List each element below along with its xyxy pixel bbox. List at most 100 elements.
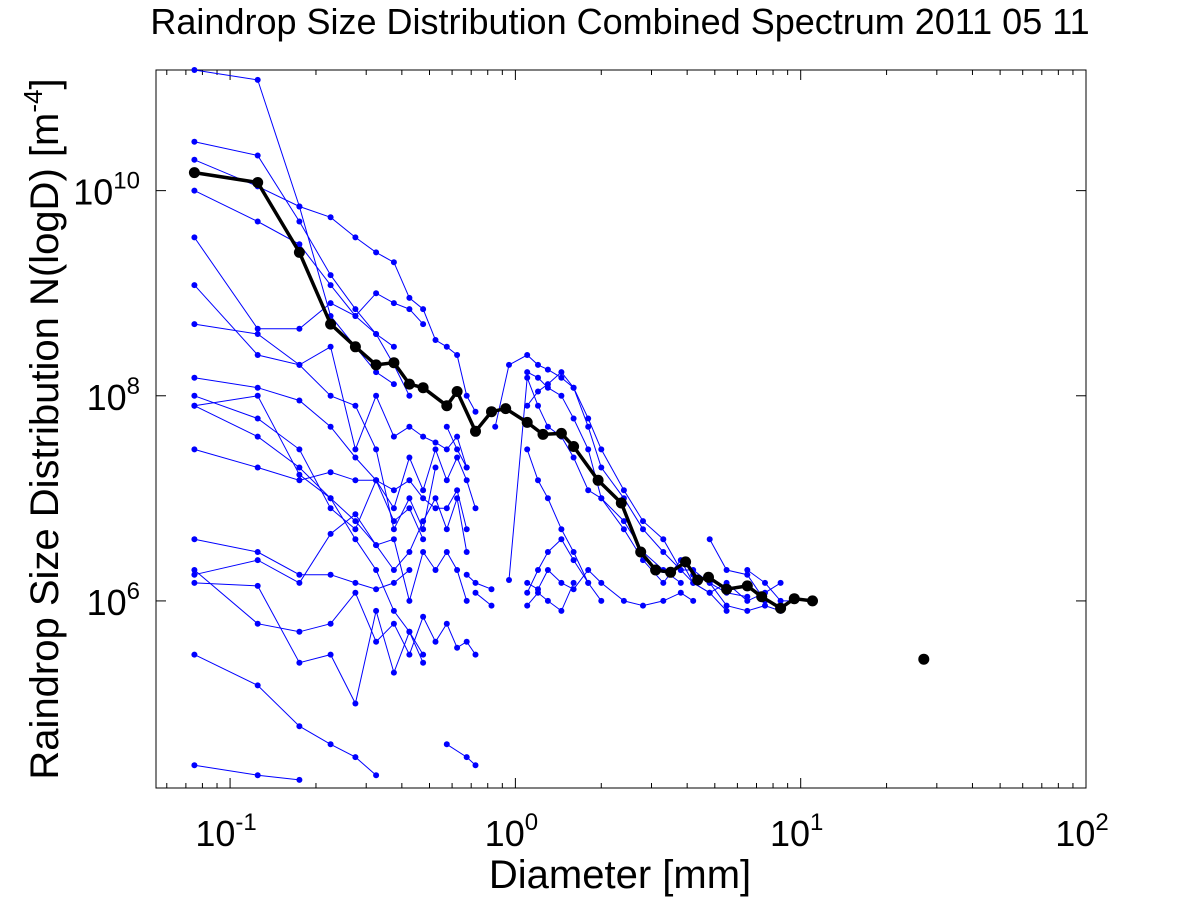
series-line: [526, 538, 589, 594]
series-point: [463, 638, 470, 645]
series-point: [762, 579, 768, 586]
combined-layer: [188, 167, 930, 665]
y-axis-label-text: Raindrop Size Distribution N(logD) [m: [23, 113, 67, 780]
series-point: [488, 586, 495, 593]
series-point: [191, 651, 198, 658]
series-point: [296, 477, 303, 484]
series-point: [432, 446, 439, 453]
series-point: [296, 446, 303, 453]
series-point: [570, 415, 577, 422]
y-axis-label-exponent: -4: [18, 90, 48, 113]
series-point: [544, 423, 551, 430]
combined-point: [370, 359, 382, 371]
series-14: [191, 762, 303, 783]
series-point: [777, 579, 784, 586]
series-point: [390, 487, 397, 494]
series-point: [406, 567, 413, 573]
series-point: [296, 579, 303, 586]
series-point: [254, 384, 261, 391]
series-point: [191, 374, 198, 381]
series-point: [296, 464, 303, 471]
series-21: [443, 423, 470, 471]
series-point: [406, 306, 413, 313]
series-point: [420, 518, 427, 525]
series-point: [191, 187, 198, 194]
series-point: [585, 415, 592, 422]
series-10: [191, 446, 470, 533]
series-point: [544, 366, 551, 373]
series-point: [254, 433, 261, 440]
series-point: [352, 313, 359, 319]
series-point: [390, 433, 397, 440]
series-point: [420, 495, 427, 502]
series-point: [598, 579, 605, 586]
series-point: [535, 361, 541, 368]
series-point: [191, 579, 198, 586]
series-22: [472, 589, 495, 609]
series-point: [327, 282, 334, 289]
series-point: [570, 579, 577, 586]
series-point: [352, 754, 359, 761]
series-point: [406, 454, 413, 461]
series-line: [194, 395, 476, 531]
series-point: [723, 607, 730, 614]
x-tick-label-exponent: 1: [810, 809, 823, 836]
series-point: [432, 567, 439, 573]
series-point: [558, 579, 565, 586]
series-point: [585, 579, 592, 586]
combined-point: [592, 474, 604, 486]
series-point: [472, 408, 479, 415]
combined-point: [680, 556, 692, 568]
series-point: [660, 579, 667, 586]
series-point: [327, 505, 334, 512]
series-point: [352, 579, 359, 586]
series-13: [191, 651, 380, 779]
combined-point: [252, 177, 264, 188]
series-point: [254, 557, 261, 564]
series-point: [254, 682, 261, 689]
y-tick-label-base: 10: [87, 377, 127, 418]
series-point: [558, 536, 565, 543]
combined-point: [500, 403, 512, 415]
series-point: [524, 369, 531, 376]
series-point: [406, 477, 413, 484]
series-point: [744, 571, 751, 578]
x-tick-label-base: 10: [770, 813, 810, 854]
series-point: [327, 469, 334, 476]
series-point: [191, 156, 198, 163]
series-point: [254, 772, 261, 779]
series-point: [191, 446, 198, 453]
series-point: [406, 392, 413, 399]
series-point: [640, 518, 646, 525]
combined-point: [470, 425, 481, 437]
series-point: [390, 607, 397, 614]
series-point: [744, 607, 751, 614]
series-point: [558, 526, 565, 533]
combined-point: [521, 416, 533, 428]
series-16: [191, 511, 470, 604]
x-tick-label-exponent: 0: [525, 809, 538, 836]
series-point: [443, 505, 450, 512]
combined-point: [665, 566, 677, 578]
series-3: [191, 156, 479, 415]
series-point: [352, 536, 359, 543]
series-point: [191, 402, 198, 409]
series-point: [723, 602, 730, 609]
series-point: [296, 241, 303, 248]
combined-point: [555, 427, 567, 439]
series-point: [620, 518, 627, 525]
series-point: [660, 549, 667, 555]
series-point: [443, 549, 450, 555]
series-point: [744, 597, 751, 604]
series-point: [373, 249, 380, 256]
combined-point: [293, 246, 305, 258]
series-point: [352, 306, 359, 313]
series-point: [352, 511, 359, 518]
series-point: [432, 495, 439, 502]
series-point: [723, 567, 730, 573]
series-point: [454, 352, 461, 358]
series-point: [327, 530, 334, 537]
